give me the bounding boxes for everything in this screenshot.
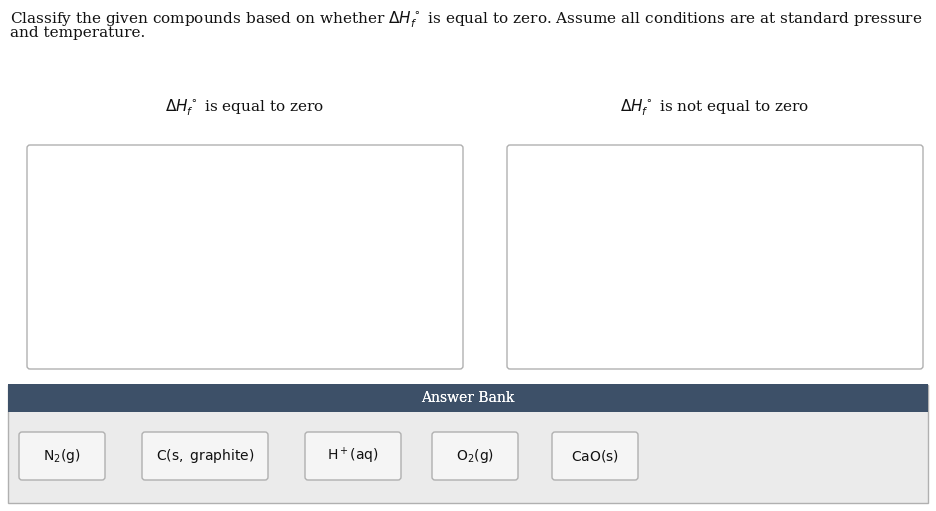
FancyBboxPatch shape <box>552 432 638 480</box>
FancyBboxPatch shape <box>305 432 401 480</box>
Text: Classify the given compounds based on whether $\Delta H_f^\circ$ is equal to zer: Classify the given compounds based on wh… <box>10 9 922 30</box>
FancyBboxPatch shape <box>8 385 928 503</box>
Text: $\mathrm{N_2(g)}$: $\mathrm{N_2(g)}$ <box>43 447 80 465</box>
FancyBboxPatch shape <box>507 145 923 369</box>
FancyBboxPatch shape <box>432 432 518 480</box>
FancyBboxPatch shape <box>8 384 928 412</box>
Text: and temperature.: and temperature. <box>10 26 145 40</box>
Text: $\Delta H_f^\circ$ is equal to zero: $\Delta H_f^\circ$ is equal to zero <box>166 98 325 118</box>
Text: $\mathrm{O_2(g)}$: $\mathrm{O_2(g)}$ <box>456 447 494 465</box>
Text: $\mathrm{C(s,\ graphite)}$: $\mathrm{C(s,\ graphite)}$ <box>155 447 255 465</box>
FancyBboxPatch shape <box>8 384 928 412</box>
Text: Answer Bank: Answer Bank <box>421 391 515 405</box>
FancyBboxPatch shape <box>142 432 268 480</box>
Text: $\Delta H_f^\circ$ is not equal to zero: $\Delta H_f^\circ$ is not equal to zero <box>621 98 810 118</box>
FancyBboxPatch shape <box>19 432 105 480</box>
Text: $\mathrm{H^+(aq)}$: $\mathrm{H^+(aq)}$ <box>327 446 379 466</box>
Text: Answer Bank: Answer Bank <box>421 391 515 405</box>
FancyBboxPatch shape <box>27 145 463 369</box>
Text: $\mathrm{CaO(s)}$: $\mathrm{CaO(s)}$ <box>571 448 619 464</box>
